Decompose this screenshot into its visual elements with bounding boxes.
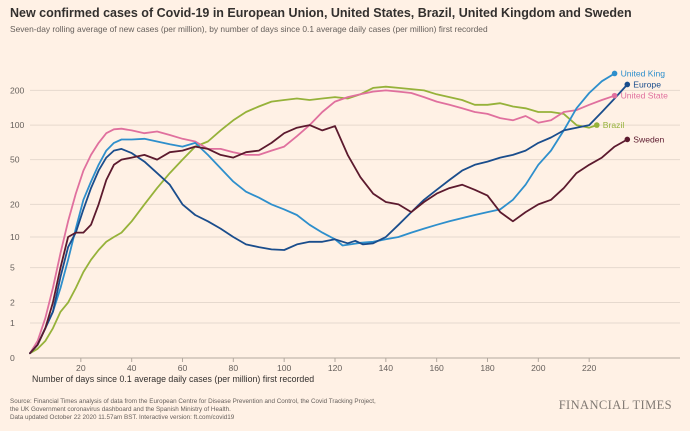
y-tick-label: 10 — [10, 232, 20, 242]
series-endpoint-brazil — [593, 122, 600, 128]
series-label-united-states: United State — [621, 91, 669, 101]
y-tick-label: 100 — [10, 120, 25, 130]
series-label-united-kingdom: United King — [621, 68, 666, 78]
x-tick-label: 140 — [379, 363, 394, 373]
x-axis-ticks: 20 40 60 80 100 120 140 160 180 200 220 — [76, 358, 597, 373]
series-label-brazil: Brazil — [603, 120, 625, 130]
x-tick-label: 100 — [277, 363, 292, 373]
series-endpoint-united-states — [611, 92, 618, 99]
y-tick-label: 50 — [10, 155, 20, 165]
series-endpoint-europe — [624, 81, 631, 88]
y-tick-label: 2 — [10, 298, 15, 308]
y-tick-label: 0 — [10, 353, 15, 363]
series-lines — [29, 72, 629, 355]
x-tick-label: 220 — [582, 363, 597, 373]
x-tick-label: 80 — [229, 363, 239, 373]
source-line: Data updated October 22 2020 11.57am BST… — [10, 414, 235, 422]
y-tick-label: 1 — [10, 318, 15, 328]
series-line-europe — [29, 83, 629, 355]
x-tick-label: 20 — [76, 363, 86, 373]
x-tick-label: 160 — [429, 363, 444, 373]
x-axis-label: Number of days since 0.1 average daily c… — [32, 374, 315, 384]
series-line-united-kingdom — [29, 72, 616, 355]
x-tick-label: 200 — [531, 363, 546, 373]
source-line: the UK Government coronavirus dashboard … — [10, 406, 231, 414]
series-label-europe: Europe — [633, 79, 661, 89]
y-axis-ticks: 0 1 2 5 10 20 50 100 200 — [10, 85, 25, 363]
series-line-brazil — [29, 85, 598, 355]
series-label-sweden: Sweden — [633, 134, 664, 144]
x-tick-label: 40 — [127, 363, 137, 373]
gridlines — [30, 89, 680, 359]
series-line-united-states — [29, 89, 616, 355]
series-endpoint-united-kingdom — [611, 70, 618, 77]
y-tick-label: 5 — [10, 263, 15, 273]
y-tick-label: 200 — [10, 85, 25, 95]
chart-subtitle: Seven-day rolling average of new cases (… — [10, 24, 488, 34]
x-tick-label: 120 — [328, 363, 343, 373]
brand-logo: FINANCIAL TIMES — [558, 398, 672, 412]
x-tick-label: 180 — [480, 363, 495, 373]
chart-title: New confirmed cases of Covid-19 in Europ… — [10, 6, 632, 20]
source-note: Source: Financial Times analysis of data… — [10, 398, 376, 423]
series-line-sweden — [29, 124, 629, 355]
source-line: Source: Financial Times analysis of data… — [10, 398, 376, 405]
x-tick-label: 60 — [178, 363, 188, 373]
series-endpoint-sweden — [624, 136, 631, 143]
y-tick-label: 20 — [10, 199, 20, 209]
